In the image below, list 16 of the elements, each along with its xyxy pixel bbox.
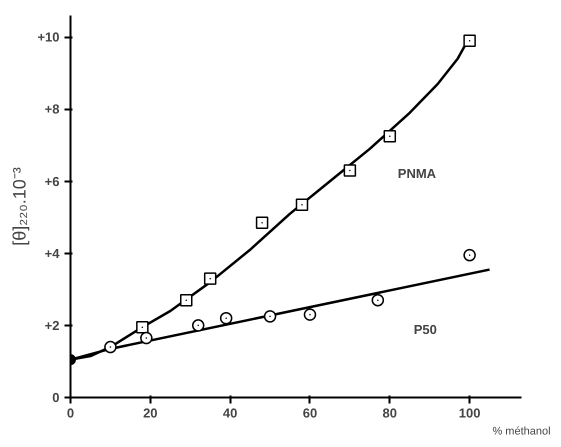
text: P50 [414,322,437,338]
x-tick-label: 40 [222,406,238,420]
y-tick-label: +6 [44,174,60,189]
y-tick-label: +2 [44,318,60,333]
x-tick-label: 80 [382,406,398,420]
text: PNMA [398,166,437,181]
x-tick-label: 0 [66,406,74,420]
x-tick-label: 60 [302,406,318,420]
x-tick-label: 20 [143,406,158,420]
y-axis-title: [θ]₂₂₀.10⁻³ [9,167,30,246]
y-tick-label: 0 [52,390,60,405]
x-axis-title: % méthanol [492,426,551,438]
y-tick-label: +8 [44,102,60,117]
x-tick-label: 100 [458,406,480,420]
y-tick-label: +4 [44,246,60,261]
y-tick-label: +10 [37,30,60,45]
